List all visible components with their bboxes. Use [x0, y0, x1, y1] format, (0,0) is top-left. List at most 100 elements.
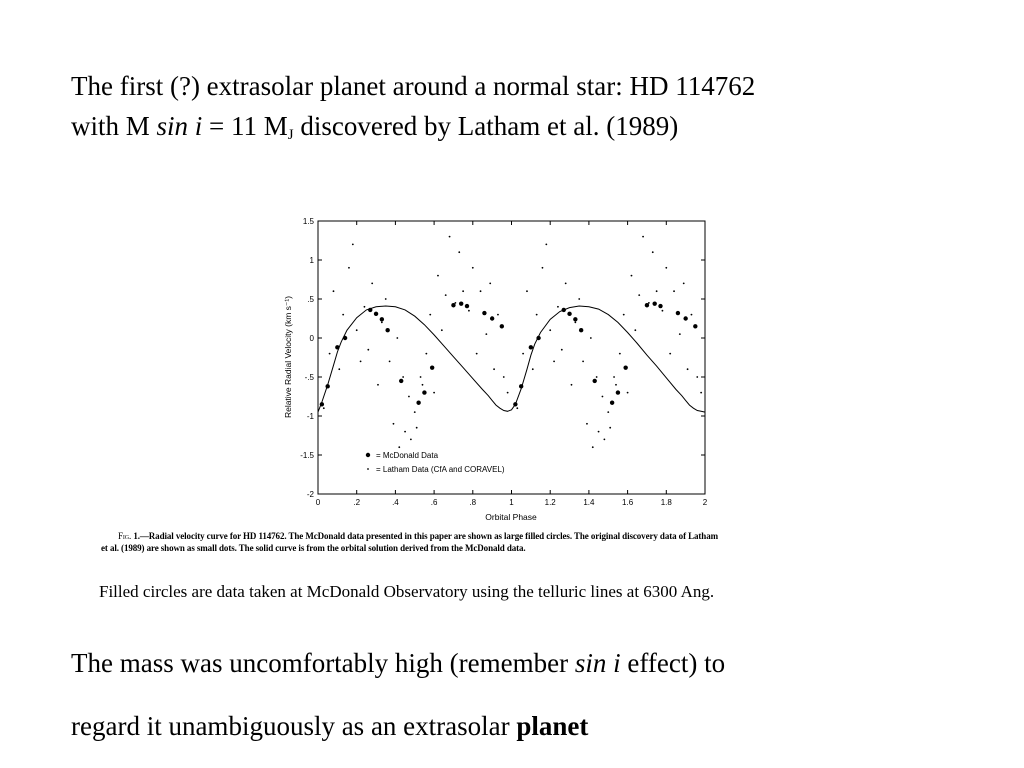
mcdonald-data-point [429, 365, 435, 370]
latham-data-point [384, 298, 387, 300]
mcdonald-data-point [528, 345, 534, 350]
mcdonald-data-point [385, 328, 390, 333]
latham-data-point [603, 438, 606, 441]
latham-data-point [541, 266, 544, 269]
latham-data-point [601, 395, 604, 398]
mcdonald-data-point [335, 345, 340, 350]
latham-data-point [502, 376, 505, 378]
latham-data-point [673, 290, 675, 293]
latham-data-point [595, 376, 598, 378]
x-tick-label: 1.6 [622, 498, 634, 507]
figure-caption-label: Fig. [118, 531, 132, 541]
latham-data-point [421, 383, 424, 386]
latham-data-point [338, 368, 341, 371]
latham-data-point [468, 309, 470, 312]
latham-data-point [419, 376, 422, 378]
figure-caption-text-1: 1.—Radial velocity curve for HD 114762. … [131, 531, 719, 541]
mcdonald-data-point [652, 301, 657, 306]
title-line-2-mid: = 11 M [202, 111, 288, 141]
latham-data-point [597, 430, 600, 433]
title-subscript-j: J [287, 127, 294, 143]
x-tick-label: .4 [392, 498, 399, 507]
latham-data-point [332, 290, 335, 293]
y-axis-ticks: 1.51.50-.5-1-1.5-2 [300, 217, 705, 499]
latham-data-point [371, 282, 374, 285]
body-line-2-prefix: regard it unambiguously as an extrasolar [71, 711, 517, 741]
x-tick-label: 0 [316, 498, 321, 507]
mcdonald-data-point [464, 303, 470, 309]
latham-data-point [355, 329, 358, 332]
mcdonald-data-point [675, 310, 681, 316]
latham-data-point [570, 383, 573, 386]
latham-data-point [630, 274, 633, 277]
latham-data-point [655, 290, 658, 293]
mcdonald-data-point [567, 311, 572, 317]
latham-data-point [440, 329, 443, 332]
latham-data-point [429, 313, 432, 316]
mcdonald-data-point [422, 390, 427, 395]
y-tick-label: -1.5 [300, 451, 314, 460]
x-tick-label: .6 [431, 498, 438, 507]
legend-mcdonald-marker [365, 452, 371, 458]
latham-data-point [574, 321, 577, 324]
orbital-solution-curve [317, 305, 706, 413]
body-sin-i: sin i [574, 648, 621, 678]
latham-data-point [609, 426, 612, 429]
latham-data-point [408, 395, 410, 398]
x-axis-label: Orbital Phase [485, 512, 537, 522]
latham-data-point [493, 368, 495, 371]
body-line-2: regard it unambiguously as an extrasolar… [71, 709, 588, 743]
latham-data-point [342, 313, 345, 316]
slide-title: The first (?) extrasolar planet around a… [71, 66, 971, 146]
latham-data-series [322, 235, 703, 449]
x-tick-label: .8 [469, 498, 476, 507]
figure-caption-text-2: et al. (1989) are shown as small dots. T… [101, 543, 526, 553]
latham-data-point [489, 282, 492, 285]
body-line-1: The mass was uncomfortably high (remembe… [71, 646, 725, 680]
latham-data-point [522, 352, 525, 355]
latham-data-point [377, 383, 379, 386]
latham-data-point [367, 348, 370, 351]
latham-data-point [647, 302, 650, 304]
latham-data-point [560, 348, 563, 351]
x-tick-label: .2 [353, 498, 360, 507]
latham-data-point [678, 333, 681, 335]
y-tick-label: -2 [307, 490, 315, 499]
latham-data-point [471, 266, 474, 269]
latham-data-point [402, 376, 405, 378]
mcdonald-data-point [342, 335, 348, 341]
mcdonald-data-point [609, 400, 615, 405]
latham-data-point [433, 391, 435, 394]
chart-legend: = McDonald Data = Latham Data (CfA and C… [365, 451, 505, 474]
mcdonald-data-point [319, 402, 325, 407]
latham-data-point [661, 309, 664, 312]
latham-data-point [553, 360, 555, 363]
latham-data-point [626, 391, 629, 394]
latham-data-point [690, 313, 693, 316]
latham-data-point [380, 321, 383, 324]
mcdonald-data-point [658, 303, 663, 309]
mcdonald-data-point [561, 307, 566, 313]
latham-data-point [388, 360, 391, 363]
latham-data-point [413, 411, 416, 413]
latham-data-point [444, 294, 447, 296]
latham-data-point [497, 313, 499, 316]
latham-data-point [458, 251, 461, 254]
latham-data-point [578, 298, 581, 300]
latham-data-point [359, 360, 362, 363]
latham-data-point [549, 329, 552, 332]
mcdonald-data-point [458, 301, 464, 306]
latham-data-point [531, 368, 534, 371]
latham-data-point [686, 368, 689, 371]
mcdonald-data-point [482, 310, 487, 316]
mcdonald-data-point [683, 316, 688, 321]
mcdonald-data-point [399, 378, 404, 384]
latham-data-point [545, 243, 548, 246]
x-tick-label: 2 [703, 498, 708, 507]
latham-data-point [615, 383, 617, 386]
y-tick-label: -.5 [305, 373, 315, 382]
mcdonald-data-point [499, 324, 505, 329]
latham-data-point [363, 305, 366, 308]
latham-data-point [682, 282, 685, 285]
y-tick-label: 0 [310, 334, 315, 343]
